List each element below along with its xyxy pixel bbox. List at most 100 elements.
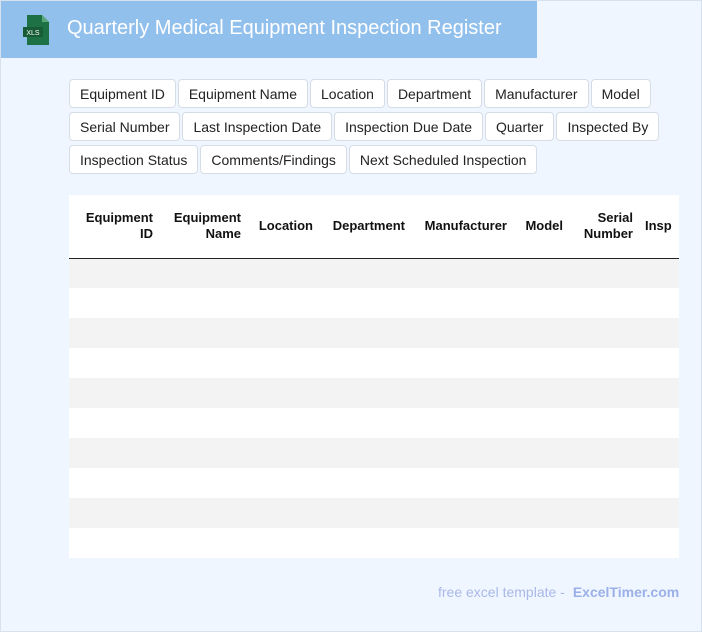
table-cell[interactable] (321, 408, 413, 438)
table-cell[interactable] (515, 468, 571, 498)
table-cell[interactable] (571, 408, 641, 438)
table-cell[interactable] (641, 288, 679, 318)
table-row (69, 498, 679, 528)
table-cell[interactable] (69, 498, 161, 528)
table-cell[interactable] (161, 318, 249, 348)
table-cell[interactable] (515, 528, 571, 558)
table-cell[interactable] (161, 288, 249, 318)
table-cell[interactable] (161, 498, 249, 528)
table-cell[interactable] (161, 438, 249, 468)
table-cell[interactable] (571, 498, 641, 528)
field-chip[interactable]: Last Inspection Date (182, 112, 333, 141)
table-cell[interactable] (641, 408, 679, 438)
table-cell[interactable] (515, 318, 571, 348)
field-chip[interactable]: Equipment Name (177, 79, 308, 108)
table-cell[interactable] (161, 408, 249, 438)
table-cell[interactable] (641, 498, 679, 528)
table-row (69, 438, 679, 468)
table-cell[interactable] (571, 348, 641, 378)
table-cell[interactable] (571, 378, 641, 408)
table-cell[interactable] (69, 318, 161, 348)
table-cell[interactable] (249, 348, 321, 378)
table-cell[interactable] (641, 378, 679, 408)
table-cell[interactable] (641, 258, 679, 288)
table-cell[interactable] (515, 438, 571, 468)
table-cell[interactable] (413, 528, 515, 558)
table-cell[interactable] (641, 438, 679, 468)
table-cell[interactable] (321, 498, 413, 528)
table-cell[interactable] (413, 288, 515, 318)
table-cell[interactable] (321, 528, 413, 558)
table-cell[interactable] (515, 348, 571, 378)
field-chip[interactable]: Location (310, 79, 385, 108)
table-row (69, 288, 679, 318)
table-cell[interactable] (161, 378, 249, 408)
table-cell[interactable] (413, 408, 515, 438)
table-cell[interactable] (249, 378, 321, 408)
table-cell[interactable] (321, 318, 413, 348)
svg-text:XLS: XLS (26, 30, 40, 37)
field-chip[interactable]: Quarter (484, 112, 555, 141)
table-cell[interactable] (69, 468, 161, 498)
table-cell[interactable] (161, 348, 249, 378)
table-cell[interactable] (69, 258, 161, 288)
table-cell[interactable] (69, 378, 161, 408)
table-cell[interactable] (571, 528, 641, 558)
table-cell[interactable] (413, 468, 515, 498)
table-cell[interactable] (321, 438, 413, 468)
table-cell[interactable] (249, 468, 321, 498)
field-chip[interactable]: Manufacturer (484, 79, 589, 108)
field-chip[interactable]: Inspection Status (69, 145, 199, 174)
field-chip[interactable]: Next Scheduled Inspection (348, 145, 538, 174)
table-cell[interactable] (69, 528, 161, 558)
table-cell[interactable] (515, 408, 571, 438)
brand-link[interactable]: ExcelTimer.com (572, 584, 680, 600)
table-cell[interactable] (249, 318, 321, 348)
table-cell[interactable] (69, 348, 161, 378)
table-cell[interactable] (161, 468, 249, 498)
field-chip[interactable]: Equipment ID (69, 79, 176, 108)
table-cell[interactable] (321, 468, 413, 498)
table-cell[interactable] (249, 408, 321, 438)
table-cell[interactable] (249, 498, 321, 528)
table-cell[interactable] (413, 258, 515, 288)
table-cell[interactable] (69, 288, 161, 318)
table-cell[interactable] (413, 318, 515, 348)
data-table: Equipment ID Equipment Name Location Depart… (69, 195, 679, 558)
table-cell[interactable] (641, 528, 679, 558)
table-cell[interactable] (249, 438, 321, 468)
table-cell[interactable] (249, 258, 321, 288)
table-cell[interactable] (69, 408, 161, 438)
table-cell[interactable] (641, 318, 679, 348)
table-cell[interactable] (515, 498, 571, 528)
table-cell[interactable] (571, 258, 641, 288)
field-chip[interactable]: Inspected By (556, 112, 660, 141)
field-chip[interactable]: Inspection Due Date (334, 112, 483, 141)
table-cell[interactable] (413, 498, 515, 528)
table-cell[interactable] (321, 258, 413, 288)
table-cell[interactable] (515, 288, 571, 318)
table-cell[interactable] (321, 288, 413, 318)
table-cell[interactable] (515, 258, 571, 288)
field-chip[interactable]: Model (590, 79, 651, 108)
table-cell[interactable] (321, 348, 413, 378)
table-cell[interactable] (641, 348, 679, 378)
table-cell[interactable] (571, 318, 641, 348)
field-chip[interactable]: Department (386, 79, 483, 108)
table-cell[interactable] (571, 288, 641, 318)
field-chip[interactable]: Serial Number (69, 112, 181, 141)
field-chip[interactable]: Comments/Findings (200, 145, 347, 174)
table-cell[interactable] (161, 258, 249, 288)
table-cell[interactable] (161, 528, 249, 558)
table-cell[interactable] (321, 378, 413, 408)
table-cell[interactable] (571, 468, 641, 498)
table-cell[interactable] (249, 528, 321, 558)
table-cell[interactable] (413, 438, 515, 468)
table-cell[interactable] (413, 378, 515, 408)
table-cell[interactable] (249, 288, 321, 318)
table-cell[interactable] (413, 348, 515, 378)
table-cell[interactable] (641, 468, 679, 498)
table-cell[interactable] (571, 438, 641, 468)
table-cell[interactable] (515, 378, 571, 408)
table-cell[interactable] (69, 438, 161, 468)
